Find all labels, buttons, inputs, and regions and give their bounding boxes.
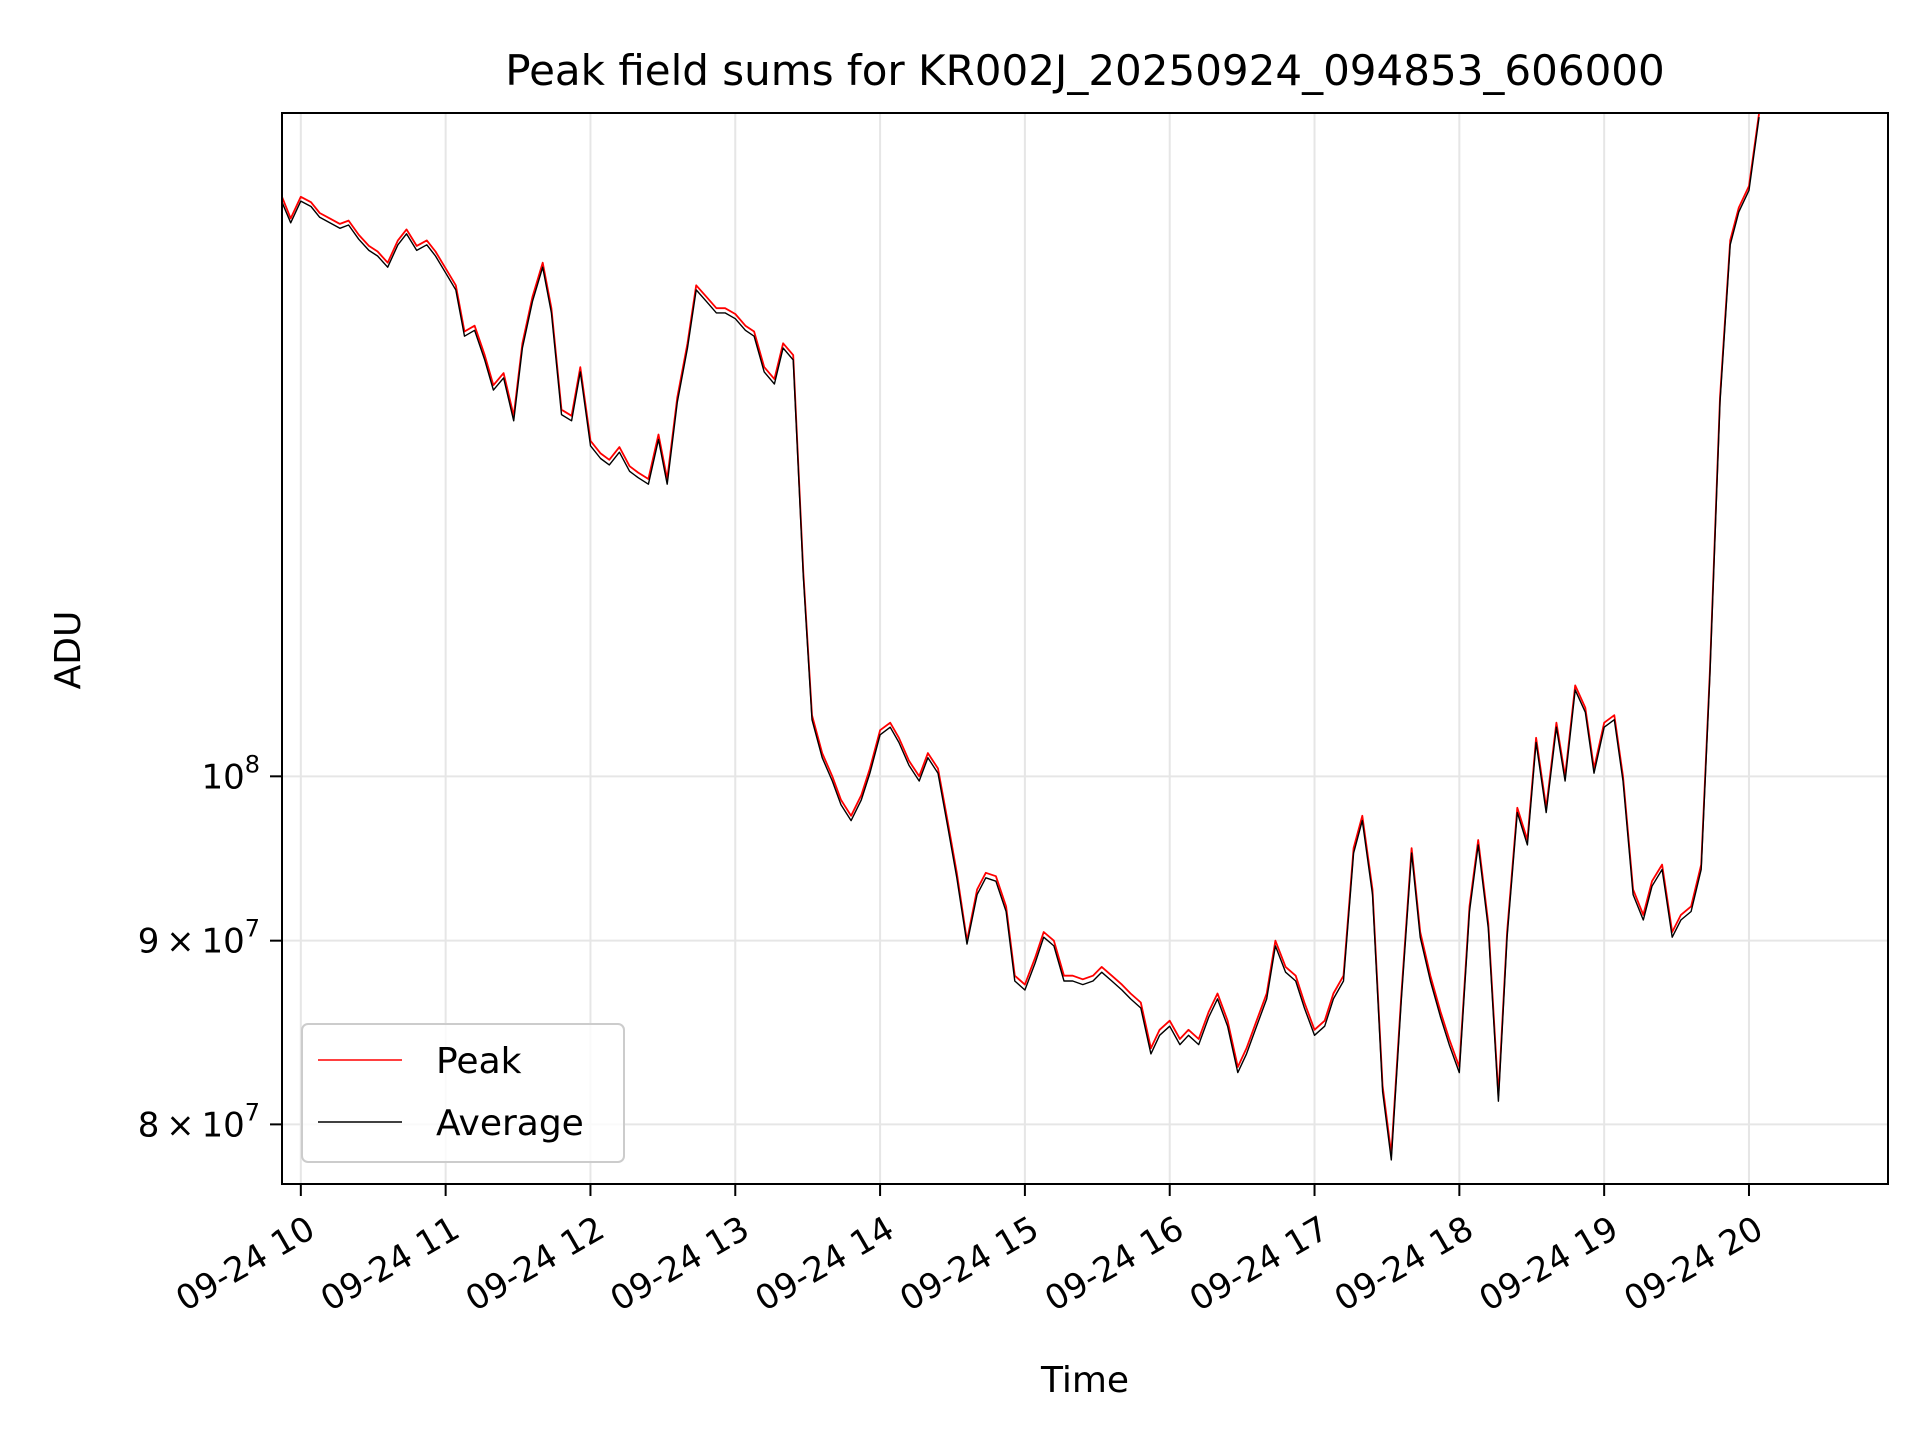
chart-title: Peak field sums for KR002J_20250924_0948… (505, 46, 1665, 95)
legend-average-label: Average (436, 1103, 584, 1144)
series-line-average (282, 117, 1760, 1161)
legend: Peak Average (301, 1023, 625, 1163)
y-axis: 8 × 107 9 × 107 108 (138, 750, 282, 1145)
grid (282, 113, 1888, 1184)
legend-box (301, 1023, 625, 1163)
y-tick-label: 108 (201, 750, 260, 797)
plot-frame (281, 112, 1889, 1185)
y-tick-label: 8 × 107 (138, 1098, 260, 1145)
x-axis-label: Time (1040, 1360, 1129, 1401)
y-tick-label: 9 × 107 (138, 915, 260, 962)
series-layer (282, 113, 1760, 1161)
y-axis-label: ADU (48, 611, 89, 690)
legend-peak-label: Peak (436, 1041, 522, 1082)
